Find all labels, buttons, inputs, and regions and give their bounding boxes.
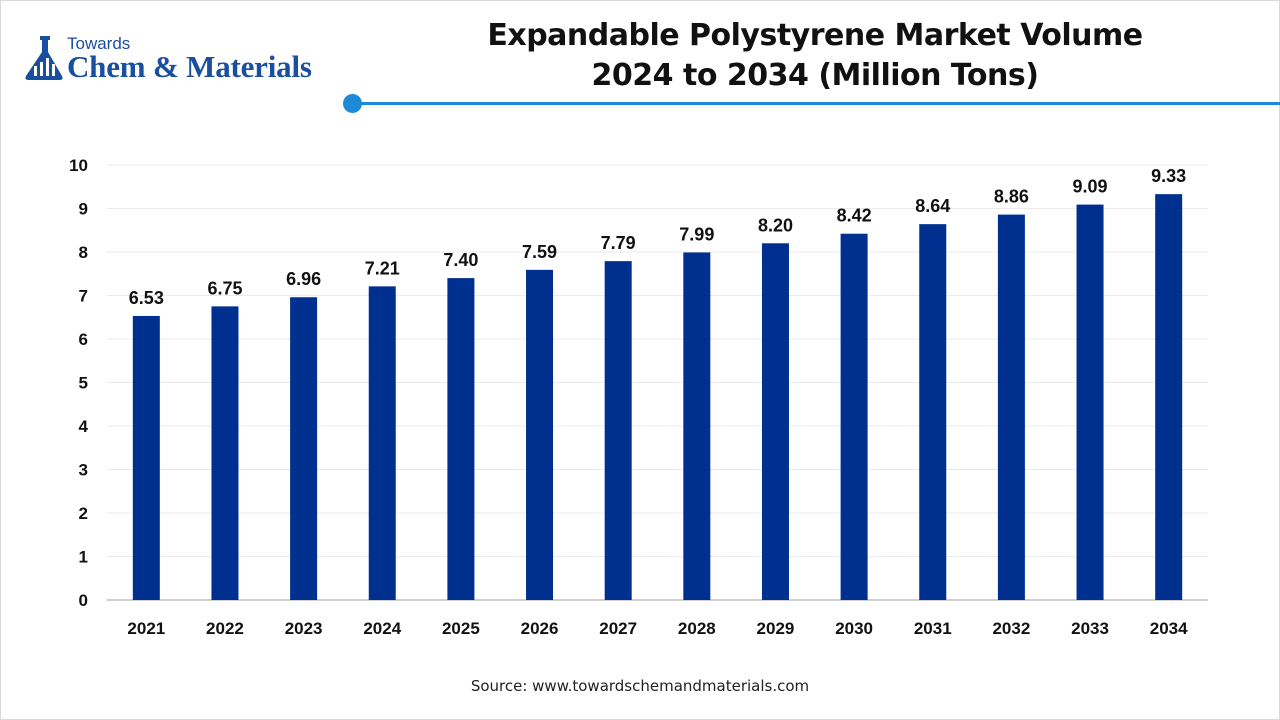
bar xyxy=(761,243,789,601)
y-tick-label: 10 xyxy=(69,156,88,175)
y-tick-label: 8 xyxy=(79,243,88,262)
bar xyxy=(683,252,711,600)
bar xyxy=(1155,194,1183,600)
x-tick-label: 2025 xyxy=(442,619,480,638)
x-tick-label: 2026 xyxy=(521,619,559,638)
logo-main-text: Chem & Materials xyxy=(67,49,312,84)
data-label: 9.33 xyxy=(1151,166,1186,186)
brand-logo: Towards Chem & Materials xyxy=(22,34,342,86)
source-note: Source: www.towardschemandmaterials.com xyxy=(470,677,810,695)
x-tick-label: 2027 xyxy=(599,619,637,638)
x-tick-label: 2023 xyxy=(285,619,323,638)
bar xyxy=(919,224,947,600)
data-label: 8.42 xyxy=(837,206,872,226)
x-tick-label: 2029 xyxy=(757,619,795,638)
bar xyxy=(526,269,554,600)
y-tick-label: 6 xyxy=(79,330,88,349)
chart-title-line1: Expandable Polystyrene Market Volume xyxy=(487,18,1143,53)
data-label: 9.09 xyxy=(1073,177,1108,197)
data-label: 6.75 xyxy=(207,278,242,298)
bar xyxy=(997,214,1025,600)
data-label: 7.40 xyxy=(443,250,478,270)
bar xyxy=(840,233,868,600)
y-tick-label: 9 xyxy=(79,200,88,219)
x-tick-label: 2021 xyxy=(127,619,165,638)
x-tick-label: 2030 xyxy=(835,619,873,638)
bar-chart: 0 1 2 3 4 5 6 7 8 9 10 6.53 2021 6.75 2022 6.96 2023 7.21… xyxy=(69,156,1208,638)
data-label: 6.53 xyxy=(129,288,164,308)
data-label: 7.99 xyxy=(679,224,714,244)
data-label: 8.64 xyxy=(915,196,950,216)
y-tick-label: 4 xyxy=(79,417,89,436)
data-label: 7.79 xyxy=(601,233,636,253)
y-tick-label: 1 xyxy=(79,548,88,567)
bar xyxy=(132,315,160,600)
x-tick-label: 2024 xyxy=(363,619,401,638)
data-label: 8.86 xyxy=(994,187,1029,207)
x-tick-label: 2034 xyxy=(1150,619,1188,638)
data-label: 7.21 xyxy=(365,258,400,278)
x-tick-label: 2028 xyxy=(678,619,716,638)
bar xyxy=(368,286,396,600)
y-tick-label: 7 xyxy=(79,287,88,306)
bar xyxy=(211,306,239,600)
bar xyxy=(604,261,632,600)
x-tick-label: 2032 xyxy=(992,619,1030,638)
x-tick-label: 2033 xyxy=(1071,619,1109,638)
x-tick-label: 2031 xyxy=(914,619,952,638)
bar xyxy=(447,278,475,600)
bar xyxy=(290,297,318,600)
y-tick-label: 0 xyxy=(79,591,88,610)
y-tick-label: 5 xyxy=(79,374,88,393)
flask-icon xyxy=(25,36,63,80)
chart-title-line2: 2024 to 2034 (Million Tons) xyxy=(591,58,1039,93)
data-label: 8.20 xyxy=(758,215,793,235)
logo-top-text: Towards xyxy=(67,34,131,53)
data-label: 6.96 xyxy=(286,269,321,289)
bar xyxy=(1076,204,1104,600)
y-tick-label: 2 xyxy=(79,504,88,523)
y-tick-label: 3 xyxy=(79,461,88,480)
divider-dot xyxy=(343,94,362,113)
divider-line xyxy=(356,102,1280,105)
chart-title: Expandable Polystyrene Market Volume 202… xyxy=(460,16,1170,96)
x-tick-label: 2022 xyxy=(206,619,244,638)
data-label: 7.59 xyxy=(522,242,557,262)
